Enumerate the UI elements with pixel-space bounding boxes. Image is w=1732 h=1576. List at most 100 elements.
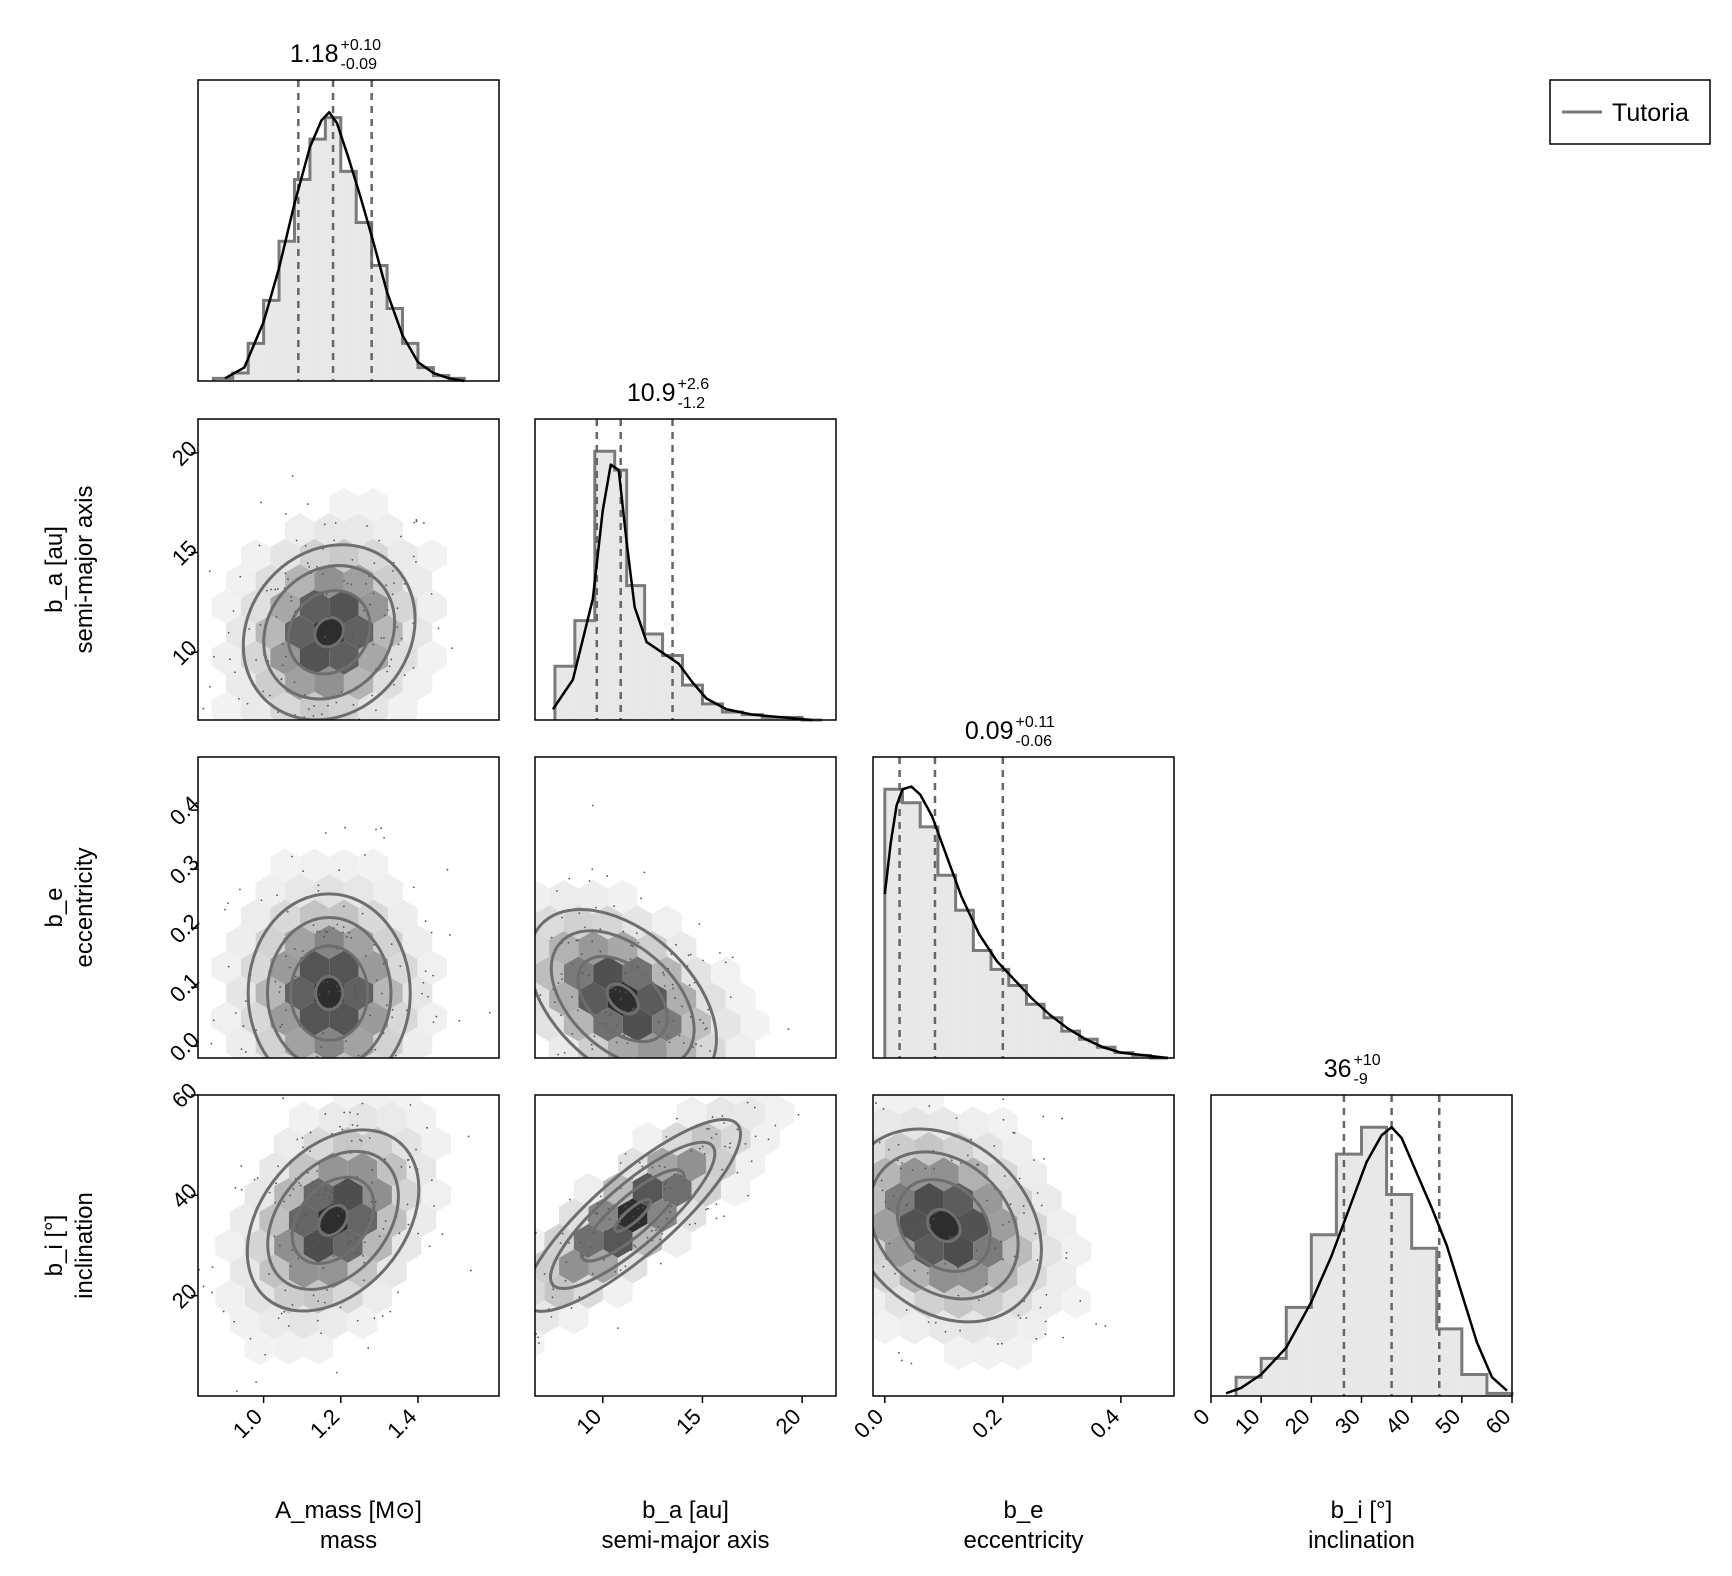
sample-point xyxy=(343,905,345,908)
sample-point xyxy=(346,1062,348,1064)
sample-point xyxy=(347,1242,349,1245)
hexbin-cell xyxy=(270,743,299,777)
hist-bar xyxy=(1311,1234,1337,1396)
hexbin-cell xyxy=(884,1095,915,1115)
sample-point xyxy=(624,991,627,994)
sample-point xyxy=(291,855,293,858)
sample-point xyxy=(235,1390,238,1393)
sample-point xyxy=(1033,1159,1035,1161)
sample-point xyxy=(287,1324,290,1327)
hexbin-cell xyxy=(1002,1131,1033,1166)
sample-point xyxy=(568,1241,571,1244)
hexbin-cell xyxy=(637,1084,666,1118)
y-axis-label: b_i [°] xyxy=(41,1215,68,1277)
sample-point xyxy=(323,1301,326,1304)
sample-point xyxy=(274,980,277,983)
sample-point xyxy=(637,1221,640,1224)
sample-point xyxy=(591,868,594,871)
sample-point xyxy=(687,954,690,957)
sample-point xyxy=(278,1080,280,1082)
sample-point xyxy=(312,924,315,927)
contour-line xyxy=(246,892,412,1058)
sample-point xyxy=(260,501,263,504)
sample-point xyxy=(334,522,337,524)
hexbin-cell xyxy=(1032,1284,1062,1319)
x-axis-sublabel: eccentricity xyxy=(963,1527,1083,1554)
sample-point xyxy=(415,520,418,523)
sample-point xyxy=(968,1205,971,1207)
sample-point xyxy=(623,1034,625,1036)
sample-point xyxy=(926,1272,929,1275)
hexbin-cell xyxy=(721,1121,751,1156)
sample-point xyxy=(818,1192,820,1194)
hexbin-cell xyxy=(490,982,519,1016)
sample-point xyxy=(701,1145,704,1148)
sample-point xyxy=(242,1025,245,1027)
sample-point xyxy=(352,633,355,636)
hexbin-cell xyxy=(841,1106,870,1140)
sample-point xyxy=(587,974,590,977)
sample-point xyxy=(279,1026,282,1028)
sample-point xyxy=(688,984,691,987)
panel-border xyxy=(872,1094,1175,1397)
hexbin-cell xyxy=(353,717,364,720)
sample-point xyxy=(357,1054,360,1057)
sample-point xyxy=(255,659,257,661)
sample-point xyxy=(928,1194,931,1197)
sample-point xyxy=(432,1021,435,1024)
sample-point xyxy=(724,1145,726,1148)
sample-point xyxy=(695,1043,698,1046)
sample-point xyxy=(276,894,279,897)
hexbin-cell xyxy=(347,1101,378,1136)
sample-point xyxy=(246,702,249,705)
hist-bar xyxy=(1461,1374,1487,1396)
sample-point xyxy=(744,1143,747,1145)
sample-point xyxy=(375,979,378,981)
hexbin-cell xyxy=(632,1172,663,1207)
x-tick-label: 50 xyxy=(1430,1404,1465,1439)
hexbin-cell xyxy=(563,1007,594,1042)
sample-point xyxy=(324,1189,327,1192)
sample-point xyxy=(304,694,306,696)
hexbin-cell xyxy=(958,1310,988,1345)
hexbin-cell xyxy=(826,1234,855,1268)
sample-point xyxy=(729,1142,732,1145)
hexbin-cell xyxy=(406,1101,437,1136)
sample-point xyxy=(316,1085,318,1087)
hexbin-cell xyxy=(230,1305,260,1340)
sample-point xyxy=(950,1159,953,1162)
sample-point xyxy=(339,644,342,647)
sample-point xyxy=(528,878,530,880)
sample-point xyxy=(710,1136,713,1139)
panel-border xyxy=(534,1094,837,1397)
sample-point xyxy=(914,1214,917,1217)
sample-point xyxy=(400,535,402,538)
sample-point xyxy=(736,1128,739,1131)
sample-point xyxy=(292,1188,295,1191)
hist-bar xyxy=(614,470,627,720)
sample-point xyxy=(805,1196,807,1198)
hist-bar xyxy=(294,179,310,381)
hexbin-cell xyxy=(388,691,418,720)
sample-point xyxy=(317,666,320,669)
sample-point xyxy=(333,603,336,605)
hist-bar xyxy=(371,265,388,381)
sample-point xyxy=(906,1203,909,1206)
sample-point xyxy=(264,1353,267,1356)
hexbin-cell xyxy=(329,487,359,522)
hexbin-cell xyxy=(363,1052,383,1058)
sample-point xyxy=(553,1001,556,1004)
sample-point xyxy=(335,701,338,704)
hexbin-cell xyxy=(652,956,682,991)
sample-point xyxy=(274,1201,277,1204)
sample-point xyxy=(481,945,483,947)
sample-point xyxy=(675,943,677,946)
sample-point xyxy=(526,913,528,915)
hexbin-cell xyxy=(358,487,389,522)
sample-point xyxy=(985,1283,988,1285)
sample-point xyxy=(281,643,284,646)
hexbin-cell xyxy=(211,1001,241,1036)
hexbin-cell xyxy=(373,976,403,1011)
sample-point xyxy=(399,965,402,968)
